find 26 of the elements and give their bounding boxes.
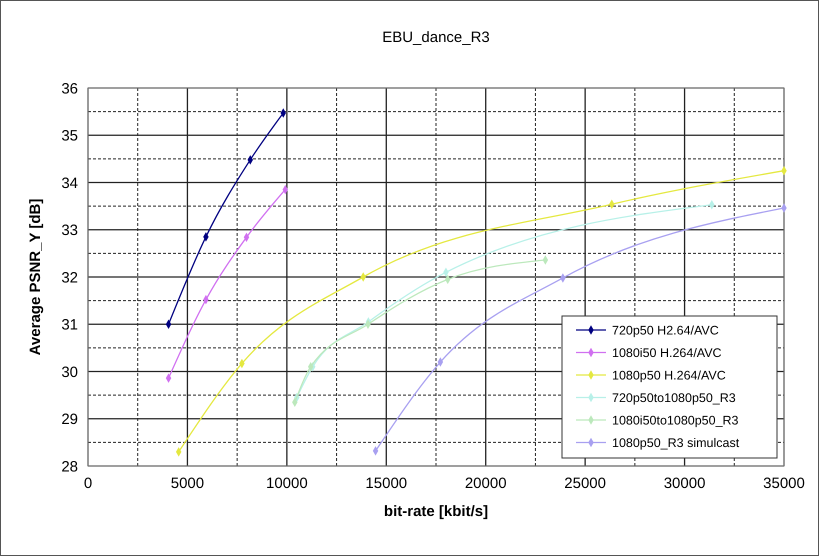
y-axis-title: Average PSNR_Y [dB] (27, 198, 44, 356)
legend-label: 1080p50_R3 simulcast (612, 436, 740, 450)
y-tick-label: 36 (61, 80, 78, 98)
y-tick-label: 29 (61, 411, 78, 428)
x-tick-label: 15000 (365, 475, 408, 492)
chart-title: EBU_dance_R3 (382, 29, 490, 46)
legend-label: 720p50 H2.64/AVC (612, 323, 719, 338)
x-tick-label: 0 (84, 475, 92, 492)
y-tick-label: 32 (61, 269, 78, 286)
y-tick-label: 35 (61, 128, 78, 144)
y-tick-label: 30 (61, 364, 78, 381)
legend-label: 1080i50to1080p50_R3 (612, 413, 739, 428)
x-tick-label: 30000 (664, 475, 706, 492)
y-tick-label: 28 (61, 458, 78, 476)
y-tick-label: 31 (61, 316, 78, 334)
legend-label: 1080i50 H.264/AVC (612, 346, 722, 360)
x-tick-label: 5000 (170, 475, 204, 492)
x-tick-label: 25000 (564, 475, 606, 492)
x-tick-label: 10000 (266, 475, 308, 492)
y-tick-label: 33 (61, 222, 78, 239)
x-tick-label: 20000 (464, 475, 507, 492)
x-tick-label: 35000 (763, 475, 805, 492)
legend-label: 720p50to1080p50_R3 (612, 390, 736, 405)
legend-label: 1080p50 H.264/AVC (612, 368, 726, 382)
x-axis-title: bit-rate [kbit/s] (384, 503, 488, 520)
y-tick-label: 34 (61, 174, 78, 192)
